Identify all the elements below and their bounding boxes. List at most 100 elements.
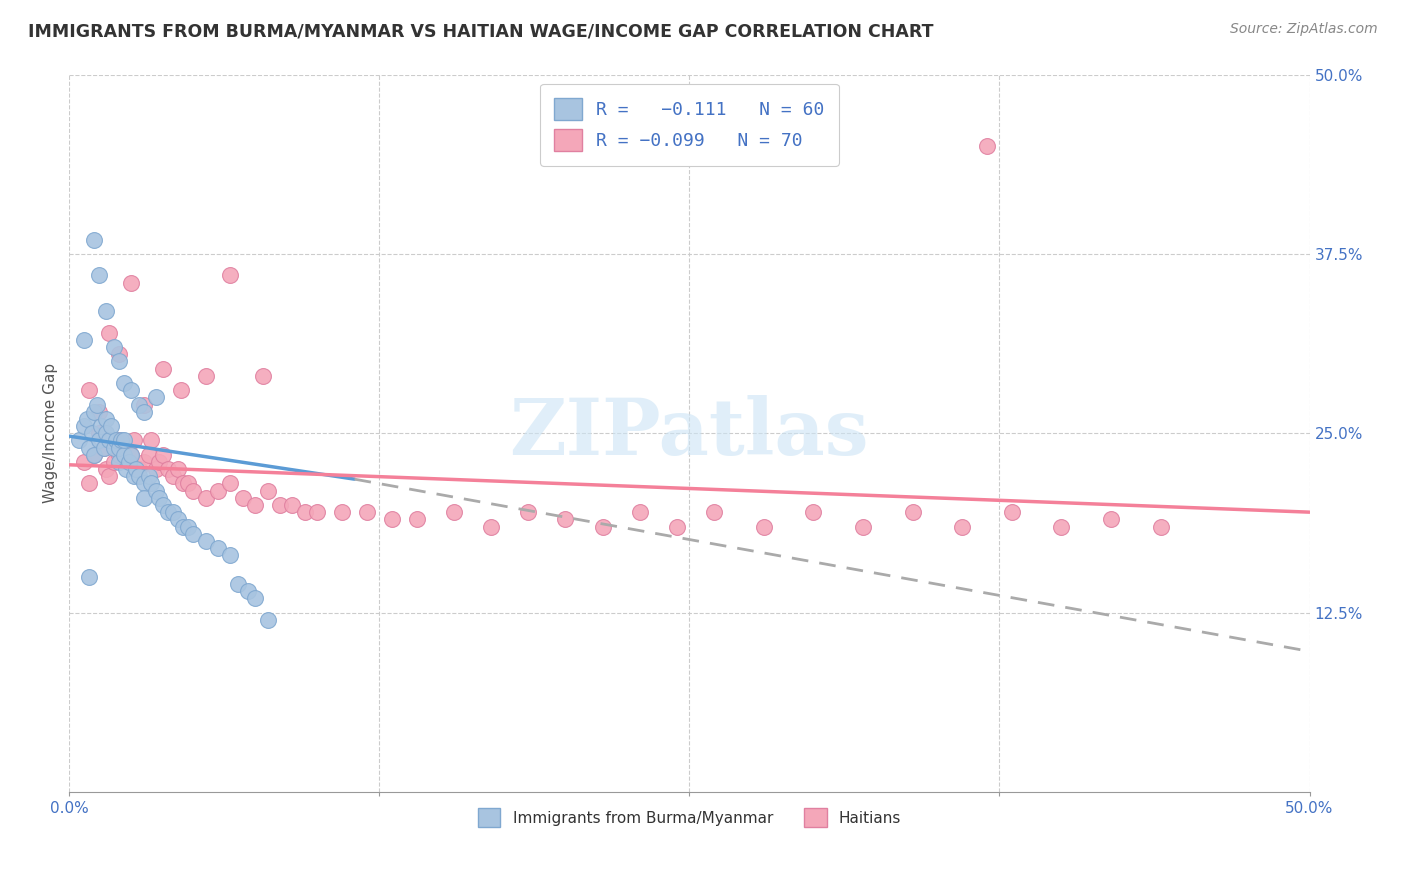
Point [120,383,142,397]
Point [96,462,118,476]
Point [120,448,142,462]
Point [108,354,131,368]
Point [177,519,200,533]
Point [803,505,825,519]
Point [77,441,100,455]
Point [194,533,217,548]
Point [132,476,155,491]
Point [115,462,138,476]
Point [86,398,108,412]
Point [170,383,193,397]
Point [152,448,174,462]
Point [90,419,112,434]
Point [157,505,180,519]
Point [517,505,540,519]
Point [80,426,103,441]
Point [73,455,96,469]
Point [172,519,194,533]
Point [245,591,267,606]
Point [96,412,118,426]
Point [87,426,110,441]
Point [665,519,688,533]
Point [139,476,162,491]
Point [145,462,167,476]
Point [236,584,259,599]
Point [73,333,96,347]
Point [294,505,316,519]
Point [73,419,96,434]
Point [232,491,254,505]
Point [108,434,131,448]
Point [77,476,100,491]
Point [77,570,100,584]
Point [479,519,502,533]
Point [194,491,217,505]
Point [1050,519,1073,533]
Point [100,419,122,434]
Point [207,483,229,498]
Point [256,613,278,627]
Point [108,448,131,462]
Point [1001,505,1024,519]
Point [219,476,242,491]
Point [77,383,100,397]
Point [93,441,115,455]
Point [592,519,614,533]
Point [219,268,242,283]
Point [1099,512,1122,526]
Point [96,304,118,318]
Point [132,405,155,419]
Point [307,505,329,519]
Point [76,412,98,426]
Point [93,441,115,455]
Point [252,368,274,383]
Text: ZIPatlas: ZIPatlas [509,395,869,471]
Point [148,491,170,505]
Point [245,498,267,512]
Point [226,577,249,591]
Point [950,519,973,533]
Point [356,505,378,519]
Point [128,469,150,483]
Point [108,347,131,361]
Point [1150,519,1173,533]
Point [83,448,105,462]
Point [148,455,170,469]
Point [138,469,160,483]
Point [172,476,194,491]
Point [96,426,118,441]
Point [108,441,131,455]
Point [219,548,242,562]
Point [852,519,875,533]
Point [145,483,167,498]
Point [167,462,190,476]
Point [901,505,924,519]
Point [162,469,184,483]
Point [103,340,125,354]
Point [976,139,998,153]
Text: Source: ZipAtlas.com: Source: ZipAtlas.com [1230,22,1378,37]
Point [87,268,110,283]
Point [97,469,120,483]
Point [138,448,160,462]
Point [103,441,125,455]
Point [405,512,427,526]
Point [120,448,142,462]
Point [256,483,278,498]
Point [132,398,155,412]
Point [112,434,135,448]
Point [110,434,132,448]
Point [118,455,141,469]
Point [67,434,90,448]
Point [281,498,304,512]
Point [443,505,465,519]
Point [132,455,155,469]
Y-axis label: Wage/Income Gap: Wage/Income Gap [44,363,58,503]
Point [628,505,651,519]
Point [381,512,404,526]
Point [122,469,145,483]
Point [83,405,105,419]
Point [87,434,110,448]
Point [122,434,145,448]
Point [207,541,229,555]
